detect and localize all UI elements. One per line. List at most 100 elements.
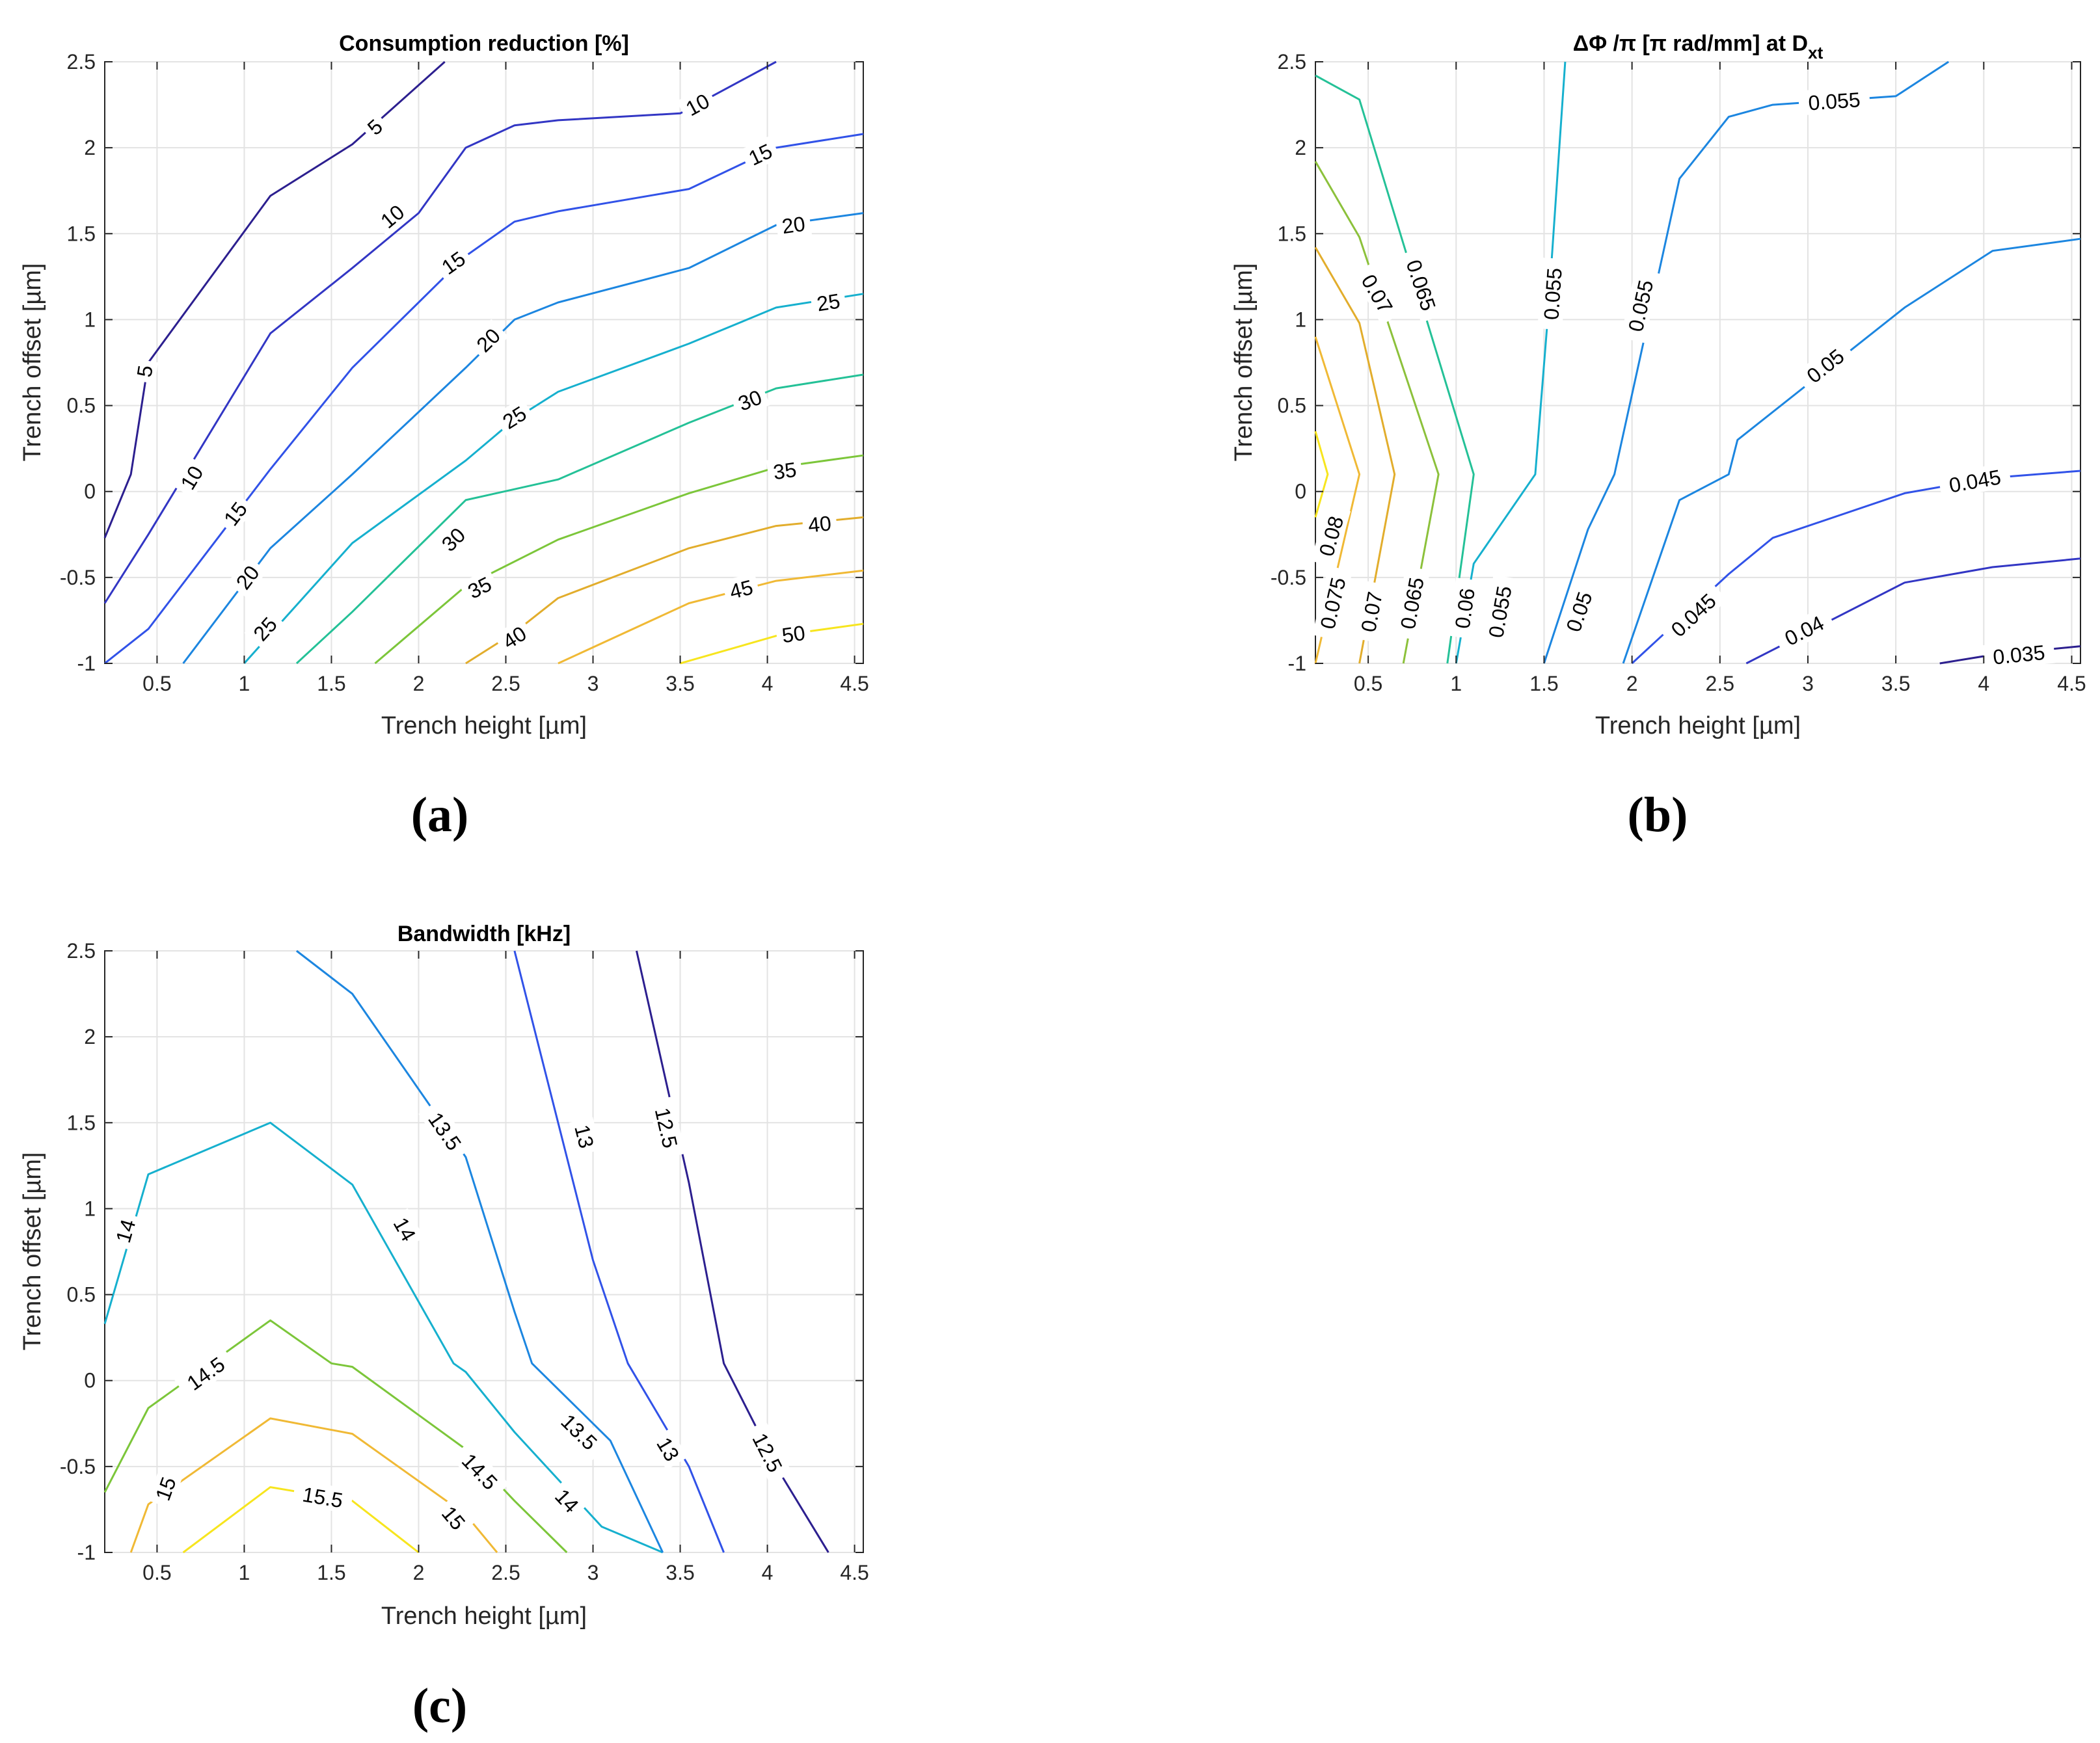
x-axis-label: Trench height [µm] (381, 712, 587, 739)
x-tick-label: 2 (1626, 672, 1638, 695)
chart-title-main: ΔΦ /π [π rad/mm] at D (1573, 31, 1808, 56)
contour-label-bg (1620, 268, 1660, 343)
contour-label-bg (550, 1402, 610, 1461)
y-axis-label: Trench offset [µm] (19, 263, 46, 462)
contour-label-bg (1797, 86, 1871, 116)
contour-label: 20 (781, 212, 807, 239)
y-tick-label: 0.5 (1278, 394, 1306, 418)
contour-label-bg (729, 382, 770, 418)
contour-label-bg (467, 319, 509, 361)
y-tick-label: 2 (84, 136, 96, 159)
x-tick-label: 2 (413, 1561, 425, 1584)
y-tick-label: 1.5 (67, 222, 96, 245)
contour-label-bg (1658, 581, 1728, 648)
panel-caption: (c) (412, 1679, 467, 1733)
y-tick-label: 1.5 (1278, 222, 1306, 245)
axes-frame (104, 950, 864, 1553)
y-tick-label: 0.5 (67, 1283, 96, 1307)
contour-label-bg (1772, 605, 1836, 655)
contour-line-0_08 (1314, 431, 1329, 518)
contour-label-bg (766, 455, 803, 485)
x-tick-label: 4 (762, 1561, 774, 1584)
y-tick-label: 2 (1295, 136, 1306, 159)
contour-label-bg (1481, 574, 1518, 649)
y-tick-label: -1 (77, 1541, 96, 1564)
x-tick-label: 1 (239, 1561, 250, 1584)
contour-label-bg (244, 607, 286, 650)
contour-label-bg (418, 1100, 472, 1162)
axis-ticks: 0.5 1 1.5 2 2.5 3 3.5 4 4.5 -1 -0.5 0 0.5 1 1.5 2 2.5 (1271, 50, 2086, 695)
contour-line-0_07 (1314, 246, 1396, 664)
contour-line-50 (680, 622, 864, 665)
contour-line-30 (295, 373, 864, 665)
contour-line-15 (104, 133, 864, 665)
x-tick-label: 3.5 (666, 1561, 694, 1584)
y-tick-label: 0 (84, 1369, 96, 1392)
contour-label: 25 (815, 289, 842, 315)
x-tick-label: 3 (587, 1561, 599, 1584)
y-tick-label: -1 (1288, 652, 1306, 675)
y-tick-label: 2.5 (67, 50, 96, 73)
contour-label: 0.035 (1992, 641, 2046, 669)
contour-label-bg (1398, 247, 1445, 323)
contour-line-10 (103, 60, 777, 604)
contour-label: 13 (570, 1123, 599, 1151)
y-tick-label: 2.5 (67, 939, 96, 963)
x-tick-label: 2.5 (1706, 672, 1734, 695)
x-tick-label: 3.5 (666, 672, 694, 695)
contour-label: 0.055 (1807, 88, 1861, 114)
contour-label-bg (130, 358, 159, 384)
x-tick-label: 4.5 (840, 672, 868, 695)
axes-frame (104, 61, 864, 664)
x-tick-label: 3 (1802, 672, 1814, 695)
y-axis-label: Trench offset [µm] (1230, 263, 1258, 462)
contour-label-bg (432, 242, 474, 282)
contour-label-bg (493, 397, 535, 437)
y-tick-label: -0.5 (60, 566, 96, 589)
axes-frame (1315, 61, 2081, 664)
x-axis-label: Trench height [µm] (1595, 712, 1801, 739)
contour-label-bg (493, 617, 535, 657)
x-axis-label: Trench height [µm] (381, 1603, 587, 1630)
panel-caption: (b) (1628, 788, 1688, 842)
contour-label-bg (358, 110, 391, 143)
x-tick-label: 2.5 (491, 1561, 520, 1584)
contour-line-13_5 (295, 950, 664, 1553)
x-tick-label: 4.5 (840, 1561, 868, 1584)
contour-label-bg (386, 1208, 425, 1250)
contour-label-bg (433, 1497, 475, 1539)
contour-label-bg (1557, 579, 1600, 644)
chart-title: Bandwidth [kHz] (397, 922, 571, 946)
contour-label-bg (1982, 638, 2056, 671)
contour-label-bg (744, 1420, 792, 1484)
y-axis-label: Trench offset [µm] (19, 1152, 46, 1351)
contour-lines (103, 60, 864, 665)
y-tick-label: 1.5 (67, 1111, 96, 1134)
x-tick-label: 4 (1978, 672, 1989, 695)
x-tick-label: 0.5 (142, 1561, 171, 1584)
contour-line-20 (182, 212, 864, 664)
y-tick-label: 2 (84, 1025, 96, 1048)
x-tick-label: 4.5 (2057, 672, 2086, 695)
contour-label-bg (649, 1428, 688, 1470)
contour-label-bg (148, 1468, 183, 1509)
panel-caption: (a) (411, 788, 469, 842)
x-tick-label: 3.5 (1881, 672, 1910, 695)
y-tick-label: 0 (1295, 480, 1306, 503)
contour-line-12_5 (636, 950, 829, 1553)
grid (105, 61, 863, 664)
contour-line-14_5 (103, 1319, 568, 1554)
x-tick-label: 2.5 (491, 672, 520, 695)
y-tick-label: 1 (84, 308, 96, 331)
y-tick-label: -0.5 (1271, 566, 1306, 589)
x-tick-label: 2 (413, 672, 425, 695)
contour-label-bg (1447, 578, 1481, 639)
contour-label-bg (739, 135, 781, 173)
contour-label-bg (801, 509, 838, 538)
contour-label-bg (1794, 338, 1856, 393)
x-tick-label: 1.5 (317, 1561, 345, 1584)
contour-label: 5 (133, 364, 157, 379)
contour-label-bg (546, 1480, 588, 1522)
contour-label-bg (108, 1211, 142, 1251)
